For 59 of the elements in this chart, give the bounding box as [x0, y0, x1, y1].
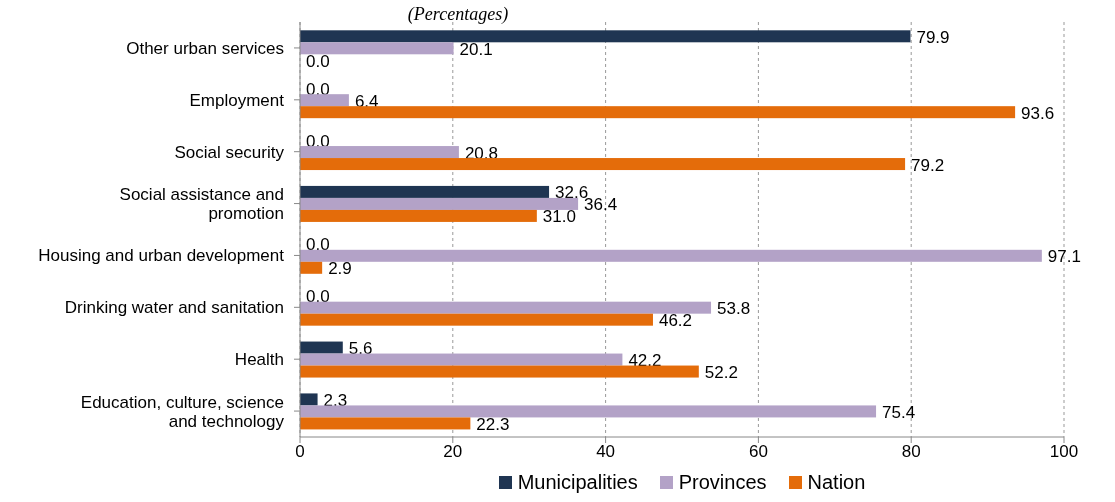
data-label: 5.6 [348, 339, 373, 359]
bar [300, 249, 1042, 262]
bar [300, 313, 653, 326]
x-tick-label: 100 [1049, 442, 1079, 462]
data-label: 6.4 [354, 91, 379, 111]
bar [300, 94, 349, 107]
bar [300, 42, 454, 55]
y-tick-label: Housing and urban development [38, 245, 285, 265]
data-label: 53.8 [717, 299, 751, 319]
bar [300, 158, 906, 171]
x-tick-label: 0 [295, 442, 305, 462]
bar [300, 106, 1016, 119]
data-label: 20.8 [464, 143, 499, 163]
bar [300, 365, 699, 378]
x-tick-label: 20 [443, 442, 463, 462]
bar [300, 405, 877, 418]
bar [300, 30, 911, 43]
data-label: 2.3 [323, 390, 348, 410]
x-tick-label: 40 [596, 442, 616, 462]
y-tick-label: Employment [189, 90, 285, 110]
data-label: 0.0 [306, 287, 330, 307]
bar [300, 197, 579, 210]
bar [300, 353, 623, 366]
legend-label: Nation [807, 471, 866, 494]
y-tick-label: Drinking water and sanitation [64, 297, 284, 317]
data-label: 31.0 [542, 207, 576, 227]
data-label: 97.1 [1047, 247, 1081, 267]
bar [300, 417, 471, 430]
legend-label: Municipalities [517, 471, 638, 494]
data-label: 42.2 [628, 351, 662, 371]
chart-title: (Percentages) [406, 4, 510, 25]
data-label: 46.2 [658, 311, 693, 331]
bar [300, 146, 459, 159]
data-label: 52.2 [704, 363, 738, 383]
data-label: 93.6 [1021, 103, 1055, 123]
data-label: 2.9 [328, 259, 352, 279]
bar [300, 301, 712, 314]
bar [300, 185, 550, 198]
data-label: 0.0 [306, 235, 330, 255]
y-tick-label: Social assistance and promotion [119, 184, 284, 223]
data-label: 79.9 [916, 27, 950, 47]
data-label: 20.1 [459, 39, 493, 59]
data-label: 0.0 [306, 79, 330, 99]
legend-label: Provinces [678, 471, 767, 494]
bar [300, 393, 318, 406]
bar [300, 261, 323, 274]
data-label: 22.3 [476, 414, 510, 434]
y-tick-label: Education, culture, science and technology [80, 392, 285, 431]
data-label: 79.2 [911, 155, 945, 175]
data-label: 0.0 [306, 51, 330, 71]
y-tick-label: Other urban services [126, 38, 284, 58]
data-label: 75.4 [882, 402, 916, 422]
y-tick-label: Health [234, 349, 284, 369]
x-tick-label: 60 [748, 442, 768, 462]
data-label: 0.0 [306, 131, 330, 151]
y-tick-label: Social security [174, 142, 285, 162]
x-tick-label: 80 [901, 442, 921, 462]
bar [300, 209, 537, 222]
bar [300, 341, 343, 354]
